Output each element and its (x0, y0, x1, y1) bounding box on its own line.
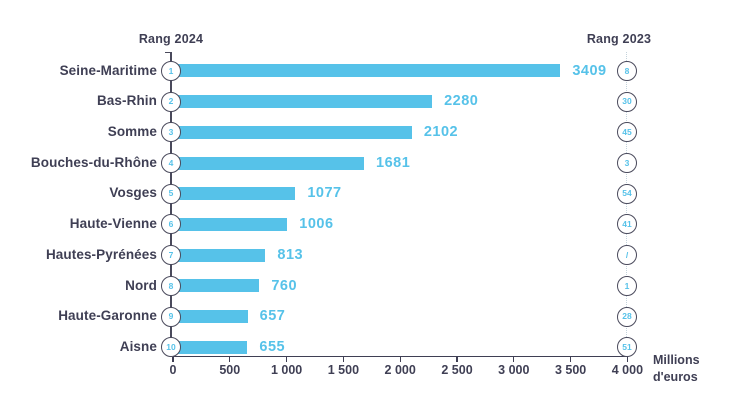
value-bar (173, 248, 266, 262)
rank-2023-badge: 1 (617, 275, 637, 296)
department-label: Aisne (119, 338, 157, 354)
rank-2023-badge: 8 (617, 60, 637, 81)
x-axis-tick-label: 1 000 (270, 363, 303, 377)
department-label: Seine-Maritime (59, 62, 157, 78)
rank-2023-badge: / (617, 245, 637, 266)
value-label: 655 (259, 338, 286, 355)
value-label: 1681 (376, 154, 411, 171)
x-axis-tick-mark (399, 357, 401, 362)
department-label: Bouches-du-Rhône (30, 154, 157, 170)
bar-row: Haute-Garonne 9 657 28 (0, 301, 730, 332)
department-label: Haute-Vienne (69, 216, 157, 232)
rank-2024-connector-cap (164, 51, 171, 53)
bar-row: Hautes-Pyrénées 7 813 / (0, 240, 730, 271)
x-axis-tick-mark (456, 357, 458, 362)
rank-2023-badge: 3 (617, 153, 637, 174)
department-label: Somme (107, 124, 157, 140)
value-label: 3409 (572, 62, 607, 79)
rank-2023-header: Rang 2023 (586, 32, 652, 46)
rank-2023-badge: 28 (617, 306, 637, 327)
department-label: Nord (125, 277, 157, 293)
rank-2024-connector-line (170, 51, 172, 356)
x-axis-tick-mark (626, 357, 628, 362)
value-label: 2280 (444, 93, 479, 110)
x-axis-tick-mark (513, 357, 515, 362)
department-label: Bas-Rhin (96, 93, 157, 109)
value-bar (173, 95, 433, 109)
x-axis-line (173, 355, 628, 357)
rank-2024-badge: 5 (161, 183, 181, 204)
department-label: Hautes-Pyrénées (45, 246, 157, 262)
value-bar (173, 125, 412, 139)
x-axis-tick-mark (172, 357, 174, 362)
rank-2024-badge: 1 (161, 60, 181, 81)
bar-row: Vosges 5 1077 54 (0, 178, 730, 209)
value-label: 760 (271, 277, 298, 294)
bar-row: Aisne 10 655 51 (0, 332, 730, 363)
rank-2024-badge: 4 (161, 153, 181, 174)
axis-unit-line2: d'euros (653, 370, 698, 384)
department-label: Haute-Garonne (58, 308, 157, 324)
rank-2024-badge: 2 (161, 91, 181, 112)
value-label: 657 (259, 308, 286, 325)
value-bar (173, 340, 248, 354)
rank-2024-badge: 7 (161, 245, 181, 266)
rank-2023-badge: 30 (617, 91, 637, 112)
x-axis-tick-label: 0 (169, 363, 177, 377)
rank-2024-badge: 9 (161, 306, 181, 327)
rank-2023-badge: 51 (617, 337, 637, 358)
x-axis-tick-label: 4 000 (611, 363, 644, 377)
value-label: 1006 (299, 216, 334, 233)
value-bar (173, 187, 296, 201)
x-axis-tick-mark (286, 357, 288, 362)
value-label: 2102 (423, 124, 459, 141)
rank-2023-badge: 41 (617, 214, 637, 235)
value-label: 1077 (307, 185, 342, 202)
rank-2024-header: Rang 2024 (138, 32, 204, 46)
x-axis-tick-label: 500 (219, 363, 241, 377)
rank-2024-badge: 10 (161, 337, 181, 358)
x-axis-tick-label: 3 500 (554, 363, 587, 377)
rank-2023-badge: 54 (617, 183, 637, 204)
value-bar (173, 279, 260, 293)
x-axis-tick-label: 2 000 (384, 363, 416, 377)
department-label: Vosges (109, 185, 157, 201)
bar-row: Haute-Vienne 6 1006 41 (0, 209, 730, 240)
value-bar (173, 310, 248, 324)
x-axis-tick-mark (229, 357, 231, 362)
x-axis-tick-mark (342, 357, 344, 362)
value-bar (173, 64, 561, 78)
rank-2024-badge: 6 (161, 214, 181, 235)
axis-unit-label: Millions d'euros (653, 352, 700, 386)
bar-row: Bouches-du-Rhône 4 1681 3 (0, 148, 730, 179)
rank-2024-badge: 8 (161, 275, 181, 296)
x-axis-tick-label: 2 500 (441, 363, 473, 377)
bar-row: Nord 8 760 1 (0, 271, 730, 302)
bar-row: Seine-Maritime 1 3409 8 (0, 56, 730, 87)
x-axis-tick-label: 3 000 (498, 363, 530, 377)
rank-2023-badge: 45 (617, 122, 637, 143)
rank-2024-badge: 3 (161, 122, 181, 143)
value-bar (173, 217, 288, 231)
value-bar (173, 156, 364, 170)
axis-unit-line1: Millions (653, 353, 700, 367)
value-label: 813 (277, 246, 304, 263)
bar-row: Somme 3 2102 45 (0, 117, 730, 148)
bar-row: Bas-Rhin 2 2280 30 (0, 86, 730, 117)
x-axis-tick-mark (570, 357, 572, 362)
x-axis-tick-label: 1 500 (327, 363, 360, 377)
